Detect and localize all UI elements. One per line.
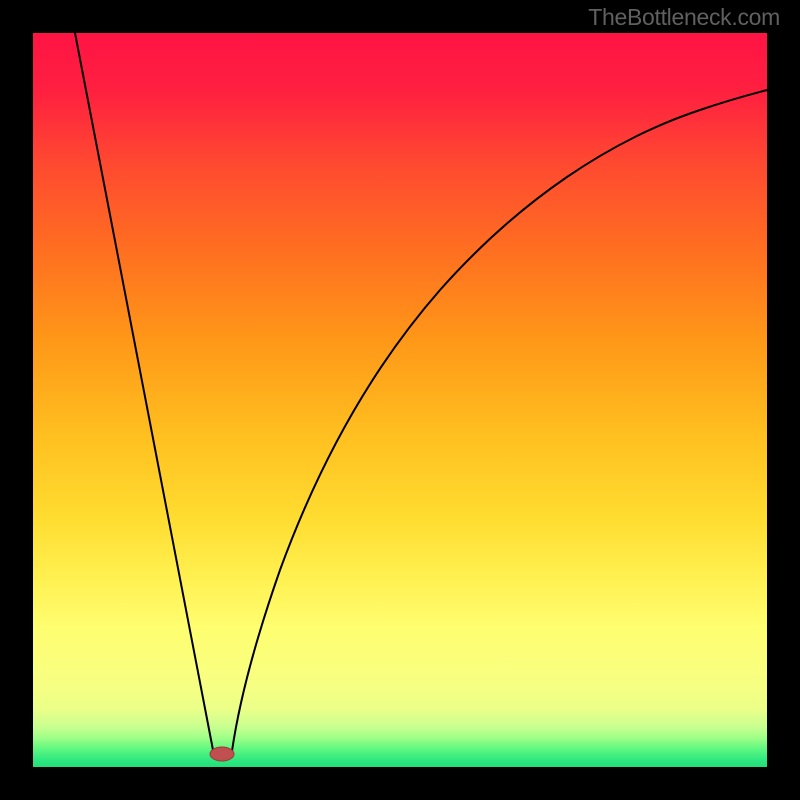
bottleneck-chart: TheBottleneck.com xyxy=(0,0,800,800)
minimum-marker xyxy=(210,747,234,761)
watermark-text: TheBottleneck.com xyxy=(588,4,780,31)
chart-svg xyxy=(0,0,800,800)
plot-background xyxy=(33,33,767,767)
